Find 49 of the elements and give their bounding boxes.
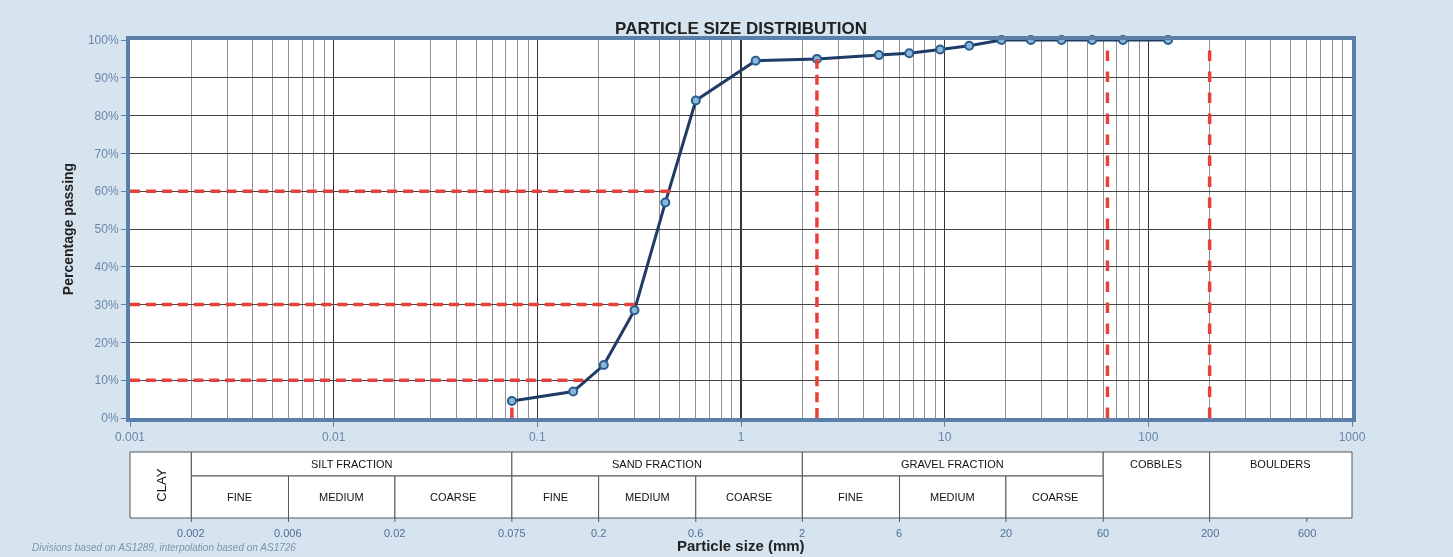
text: 0.006 [274, 527, 302, 539]
text: Particle size (mm) [677, 537, 805, 554]
y-tick-label: 60% [94, 184, 119, 199]
text: BOULDERS [1250, 458, 1311, 470]
text: GRAVEL FRACTION [901, 458, 1004, 470]
y-tick-label: 20% [94, 335, 119, 350]
text: COBBLES [1130, 458, 1182, 470]
y-tick-label: 70% [94, 146, 119, 161]
text: Divisions based on AS1289, interpolation based on AS1726 [32, 542, 297, 553]
text: 200 [1201, 527, 1220, 539]
x-tick-label: 0.1 [528, 430, 546, 445]
text: 0.2 [591, 527, 607, 539]
chart-title: PARTICLE SIZE DISTRIBUTION [615, 18, 867, 38]
y-tick-label: 90% [94, 71, 119, 85]
text: SAND FRACTION [612, 458, 702, 470]
text: MEDIUM [625, 491, 670, 503]
text: MEDIUM [930, 491, 975, 503]
text: COARSE [430, 491, 477, 503]
text: SILT FRACTION [311, 458, 393, 470]
text: 0.075 [498, 527, 526, 539]
text: COARSE [726, 491, 773, 503]
y-tick-label: 100% [87, 33, 119, 48]
x-tick-label: 10 [937, 430, 952, 445]
y-tick-label: 10% [94, 373, 119, 388]
text: 6 [896, 527, 903, 539]
text: 20 [1000, 527, 1013, 539]
text: FINE [227, 491, 253, 503]
y-tick-label: 40% [94, 260, 119, 274]
y-tick-label: 30% [94, 297, 119, 312]
text: CLAY [153, 468, 169, 502]
text: 0.02 [384, 527, 406, 539]
text: MEDIUM [319, 491, 364, 503]
y-axis-title: Percentage passing [60, 162, 76, 296]
text: COARSE [1032, 491, 1079, 503]
y-tick-label: 50% [94, 222, 119, 237]
text: 2 [799, 527, 806, 539]
x-tick-label: 0.01 [321, 430, 346, 445]
x-tick-label: 100 [1138, 430, 1159, 445]
y-tick-label: 0% [101, 411, 119, 426]
x-tick-label: 0.001 [114, 430, 146, 445]
text: 600 [1298, 527, 1317, 539]
text: FINE [543, 491, 569, 503]
y-tick-label: 80% [94, 108, 119, 123]
text: FINE [838, 491, 864, 503]
text: 60 [1097, 527, 1110, 539]
x-tick-label: 1000 [1338, 430, 1366, 445]
text: 0.6 [688, 527, 704, 539]
x-tick-label: 1 [737, 430, 745, 445]
text: 0.002 [177, 527, 205, 539]
